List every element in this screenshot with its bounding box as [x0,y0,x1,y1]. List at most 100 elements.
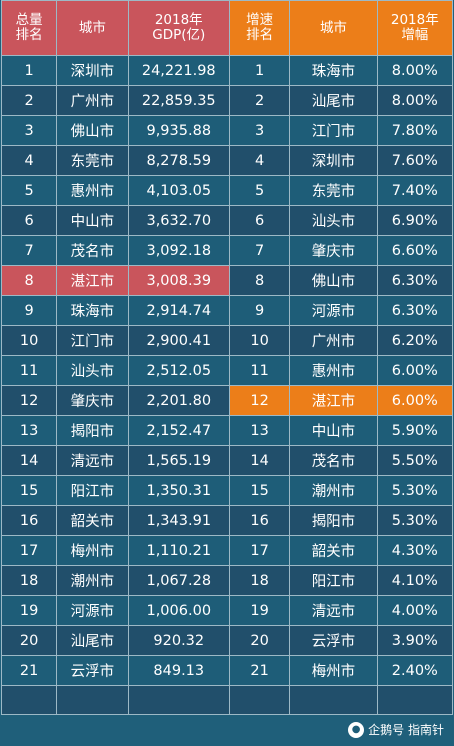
growth-cell: 2.40% [376,655,454,686]
growth-rank-cell: 21 [228,655,291,686]
city-cell: 汕尾市 [56,625,129,656]
growth-city-cell: 湛江市 [289,385,378,416]
growth-city-cell: 惠州市 [289,355,378,386]
rank-cell: 1 [0,55,58,86]
rank-cell: 2 [0,85,58,116]
gdp-cell: 1,565.19 [127,445,230,476]
growth-city-cell: 清远市 [289,595,378,626]
gdp-cell: 2,512.05 [127,355,230,386]
table-row: 16 韶关市 1,343.91 16 揭阳市 5.30% [0,505,454,536]
growth-city-cell: 揭阳市 [289,505,378,536]
growth-cell: 8.00% [376,55,454,86]
growth-cell: 7.60% [376,145,454,176]
table-row: 5 惠州市 4,103.05 5 东莞市 7.40% [0,175,454,206]
growth-city-cell: 云浮市 [289,625,378,656]
header-row: 总量 排名 城市 2018年 GDP(亿) 增速 排名 城市 2018年 增幅 [0,0,454,56]
city-cell: 湛江市 [56,265,129,296]
growth-rank-cell: 5 [228,175,291,206]
growth-cell: 4.00% [376,595,454,626]
growth-city-cell: 肇庆市 [289,235,378,266]
growth-city-cell: 广州市 [289,325,378,356]
rank-cell: 3 [0,115,58,146]
gdp-cell: 1,350.31 [127,475,230,506]
growth-city-cell: 珠海市 [289,55,378,86]
rank-cell: 21 [0,655,58,686]
rank-cell: 15 [0,475,58,506]
rank-cell: 10 [0,325,58,356]
city-cell: 惠州市 [56,175,129,206]
growth-city-cell: 潮州市 [289,475,378,506]
table-row: 15 阳江市 1,350.31 15 潮州市 5.30% [0,475,454,506]
table-row: 3 佛山市 9,935.88 3 江门市 7.80% [0,115,454,146]
growth-rank-cell: 13 [228,415,291,446]
gdp-cell: 9,935.88 [127,115,230,146]
growth-city-cell: 韶关市 [289,535,378,566]
growth-cell: 7.80% [376,115,454,146]
city-cell: 珠海市 [56,295,129,326]
gdp-cell: 3,632.70 [127,205,230,236]
rank-cell: 13 [0,415,58,446]
rank-cell: 12 [0,385,58,416]
growth-rank-cell: 17 [228,535,291,566]
table-row: 10 江门市 2,900.41 10 广州市 6.20% [0,325,454,356]
city-cell: 茂名市 [56,235,129,266]
city-cell: 韶关市 [56,505,129,536]
growth-cell: 6.00% [376,385,454,416]
city-cell: 清远市 [56,445,129,476]
growth-city-cell: 阳江市 [289,565,378,596]
growth-city-cell: 佛山市 [289,265,378,296]
table-row: 4 东莞市 8,278.59 4 深圳市 7.60% [0,145,454,176]
growth-rank-cell: 6 [228,205,291,236]
table-row: 1 深圳市 24,221.98 1 珠海市 8.00% [0,55,454,86]
growth-rank-cell: 4 [228,145,291,176]
table-row: 12 肇庆市 2,201.80 12 湛江市 6.00% [0,385,454,416]
growth-cell: 4.30% [376,535,454,566]
gdp-cell: 849.13 [127,655,230,686]
table-row: 11 汕头市 2,512.05 11 惠州市 6.00% [0,355,454,386]
gdp-cell: 8,278.59 [127,145,230,176]
gdp-cell: 3,092.18 [127,235,230,266]
growth-city-cell: 东莞市 [289,175,378,206]
table-row: 13 揭阳市 2,152.47 13 中山市 5.90% [0,415,454,446]
city-cell: 云浮市 [56,655,129,686]
growth-cell: 6.30% [376,265,454,296]
table-row: 9 珠海市 2,914.74 9 河源市 6.30% [0,295,454,326]
growth-rank-cell: 1 [228,55,291,86]
growth-cell: 6.90% [376,205,454,236]
table-row: 14 清远市 1,565.19 14 茂名市 5.50% [0,445,454,476]
gdp-cell: 1,343.91 [127,505,230,536]
gdp-cell: 22,859.35 [127,85,230,116]
table-row: 7 茂名市 3,092.18 7 肇庆市 6.60% [0,235,454,266]
table-row: 21 云浮市 849.13 21 梅州市 2.40% [0,655,454,686]
growth-rank-cell: 7 [228,235,291,266]
gdp-cell: 2,914.74 [127,295,230,326]
growth-cell: 6.20% [376,325,454,356]
header-city: 城市 [56,0,129,56]
header-growth-rank: 增速 排名 [228,0,291,56]
city-cell: 梅州市 [56,535,129,566]
growth-rank-cell: 16 [228,505,291,536]
growth-city-cell: 汕尾市 [289,85,378,116]
rank-cell: 19 [0,595,58,626]
rank-cell: 9 [0,295,58,326]
gdp-cell: 2,900.41 [127,325,230,356]
gdp-ranking-table: 总量 排名 城市 2018年 GDP(亿) 增速 排名 城市 2018年 增幅 1 深圳市… [0,0,454,715]
growth-cell: 6.00% [376,355,454,386]
growth-cell: 5.30% [376,475,454,506]
header-gdp: 2018年 GDP(亿) [127,0,230,56]
gdp-cell: 1,006.00 [127,595,230,626]
rank-cell: 7 [0,235,58,266]
growth-rank-cell: 20 [228,625,291,656]
gdp-cell: 4,103.05 [127,175,230,206]
growth-cell: 5.90% [376,415,454,446]
growth-city-cell: 中山市 [289,415,378,446]
city-cell: 揭阳市 [56,415,129,446]
rank-cell: 5 [0,175,58,206]
city-cell: 潮州市 [56,565,129,596]
growth-rank-cell: 19 [228,595,291,626]
growth-city-cell: 汕头市 [289,205,378,236]
empty-footer-row [0,685,454,715]
gdp-cell: 920.32 [127,625,230,656]
rank-cell: 18 [0,565,58,596]
